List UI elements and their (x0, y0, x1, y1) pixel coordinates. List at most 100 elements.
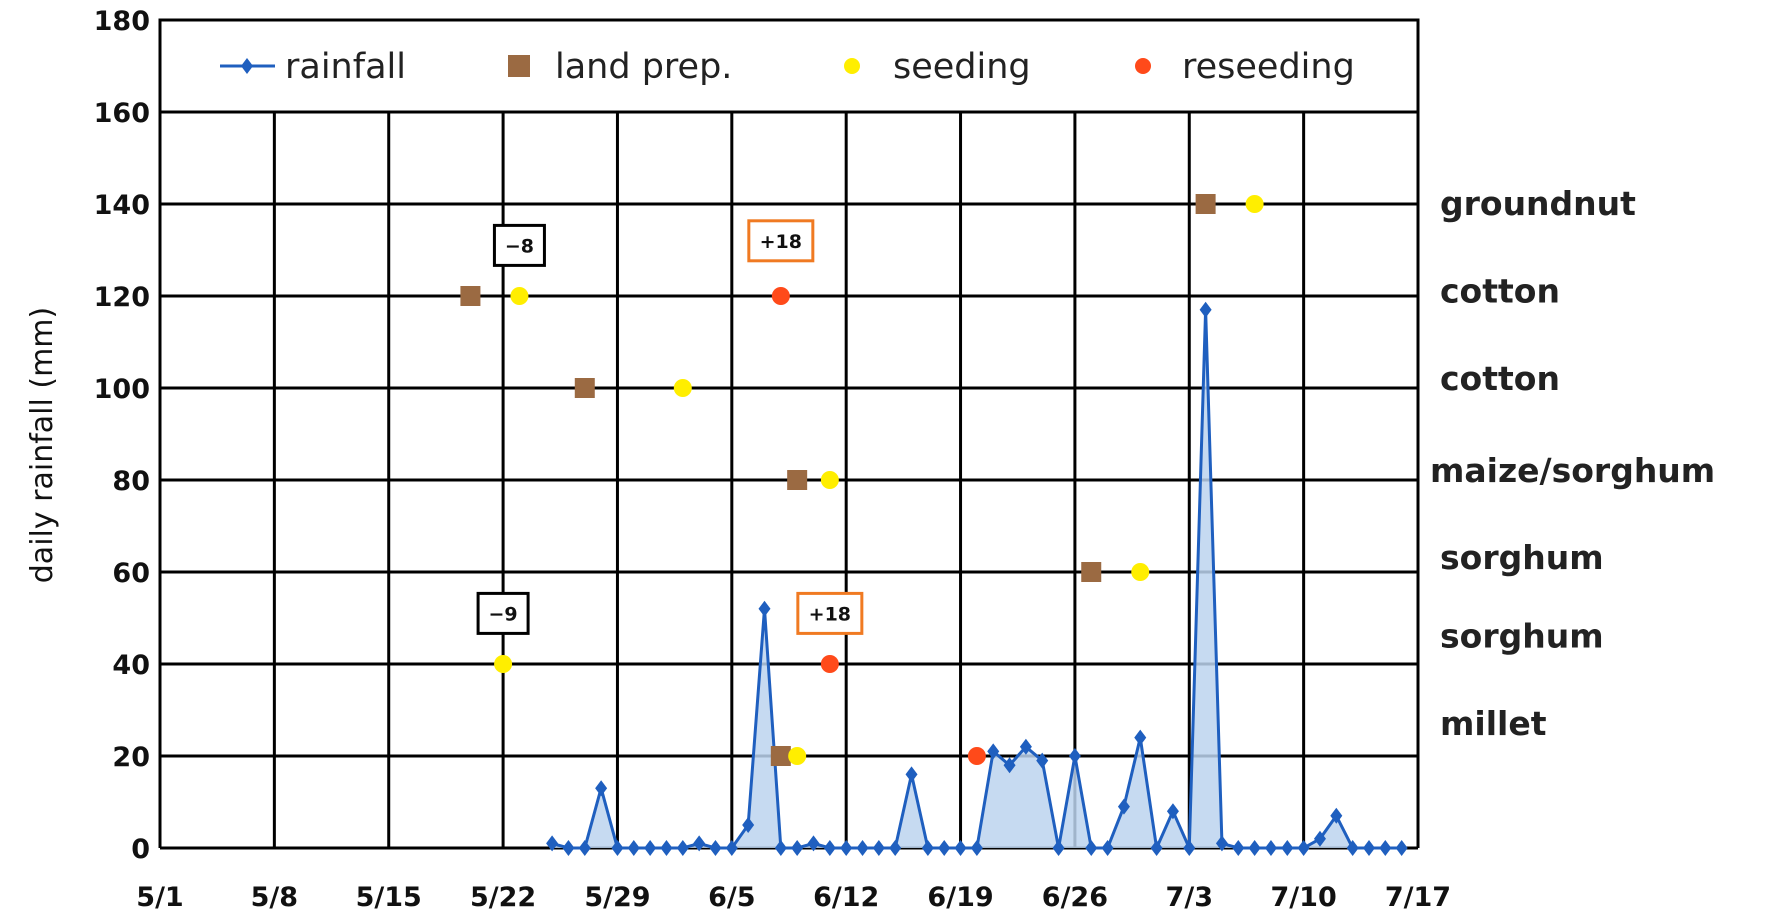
rainfall-point (1215, 835, 1228, 852)
rainfall-point (823, 840, 836, 856)
rainfall-point (562, 840, 575, 856)
annotation-label: +18 (809, 603, 851, 625)
seeding-marker (494, 655, 513, 673)
rainfall-point (1101, 840, 1114, 856)
rainfall-point (1248, 840, 1261, 856)
rainfall-point (1052, 840, 1065, 856)
legend-rainfall-marker (241, 58, 253, 74)
seeding-marker (1131, 563, 1150, 581)
y-tick-label: 40 (112, 650, 150, 681)
x-tick-label: 5/22 (470, 882, 536, 913)
y-tick-label: 180 (94, 6, 150, 37)
seeding-marker (820, 471, 839, 489)
rainfall-point (546, 835, 559, 852)
rainfall-point (627, 840, 640, 856)
legend: rainfall land prep. seeding reseeding (158, 18, 1420, 114)
rainfall-point (1395, 840, 1408, 856)
rainfall-point (1199, 301, 1212, 318)
crop-label: cotton (1440, 359, 1560, 398)
legend-box (158, 18, 1420, 114)
x-tick-label: 5/8 (251, 882, 298, 913)
x-tick-label: 5/1 (136, 882, 183, 913)
rainfall-point (921, 840, 934, 856)
crop-label: sorghum (1440, 538, 1604, 577)
rainfall-point (905, 766, 918, 783)
rainfall-point (1068, 748, 1081, 764)
crop-label: millet (1440, 704, 1547, 743)
seeding-marker (1245, 195, 1264, 213)
annotations: −8 +18 −9 +18 (476, 219, 864, 635)
rainfall-point (791, 840, 804, 856)
x-tick-label: 6/12 (813, 882, 879, 913)
rainfall-point (1313, 830, 1326, 847)
event-markers (460, 194, 1264, 766)
x-tick-label: 6/19 (927, 882, 993, 913)
legend-reseeding-label: reseeding (1182, 47, 1355, 87)
rainfall-point (1085, 840, 1098, 856)
reseeding-marker (820, 655, 839, 673)
y-tick-label: 100 (94, 374, 150, 405)
rainfall-point (644, 840, 657, 856)
y-tick-label: 60 (112, 558, 150, 589)
legend-reseeding-marker (1135, 58, 1151, 74)
rainfall-point (856, 840, 869, 856)
rainfall-point (1297, 840, 1310, 856)
rainfall-point (611, 840, 624, 856)
crop-label: cotton (1440, 271, 1560, 310)
annotation-box (747, 219, 815, 263)
rainfall-point (1134, 729, 1147, 746)
rainfall-point (1281, 840, 1294, 856)
x-tick-label: 7/17 (1385, 882, 1451, 913)
x-tick-label: 7/3 (1166, 882, 1213, 913)
rainfall-point (970, 840, 983, 856)
land-prep-marker (787, 470, 808, 490)
rainfall-point (1330, 807, 1343, 824)
rainfall-point (1019, 738, 1032, 755)
rainfall-point (693, 835, 706, 852)
legend-rainfall-label: rainfall (285, 47, 406, 87)
reseeding-marker (967, 747, 986, 765)
x-tick-label: 7/10 (1271, 882, 1337, 913)
land-prep-marker (770, 746, 791, 766)
annotation-box (492, 223, 546, 267)
rainfall-point (872, 840, 885, 856)
x-axis-ticks: 5/1 5/8 5/15 5/22 5/29 6/5 6/12 6/19 6/26 7/3 7/10… (136, 882, 1451, 913)
rainfall-point (1036, 752, 1049, 769)
rainfall-point (1117, 798, 1130, 815)
legend-land-prep-marker (508, 55, 530, 77)
rainfall-point (1379, 840, 1392, 856)
rainfall-point (676, 840, 689, 856)
rainfall-point (1362, 840, 1375, 856)
land-prep-marker (460, 286, 481, 306)
land-prep-marker (574, 378, 595, 398)
rainfall-series (546, 301, 1408, 856)
seeding-marker (788, 747, 807, 765)
rainfall-point (1346, 840, 1359, 856)
rainfall-point (709, 840, 722, 856)
x-tick-label: 5/15 (356, 882, 422, 913)
rainfall-point (660, 840, 673, 856)
crop-label: groundnut (1440, 184, 1636, 223)
annotation-label: +18 (760, 231, 802, 253)
rainfall-point (938, 840, 951, 856)
legend-seeding-marker (844, 58, 860, 74)
rainfall-point (954, 840, 967, 856)
land-prep-marker (1195, 194, 1216, 214)
y-tick-label: 120 (94, 282, 150, 313)
rainfall-point (840, 840, 853, 856)
x-tick-label: 5/29 (584, 882, 650, 913)
crop-label: maize/sorghum (1430, 451, 1715, 490)
seeding-marker (510, 287, 529, 305)
y-axis-ticks: 0 20 40 60 80 100 120 140 160 180 (94, 6, 150, 865)
crop-label: sorghum (1440, 616, 1604, 655)
y-tick-label: 80 (112, 466, 150, 497)
rainfall-point (987, 743, 1000, 760)
rainfall-point (595, 780, 608, 797)
y-tick-label: 20 (112, 742, 150, 773)
rainfall-point (742, 817, 755, 833)
rainfall-point (1003, 757, 1016, 774)
annotation-label: −9 (489, 603, 518, 625)
rainfall-point (725, 840, 738, 856)
y-axis-label: daily rainfall (mm) (25, 307, 60, 583)
